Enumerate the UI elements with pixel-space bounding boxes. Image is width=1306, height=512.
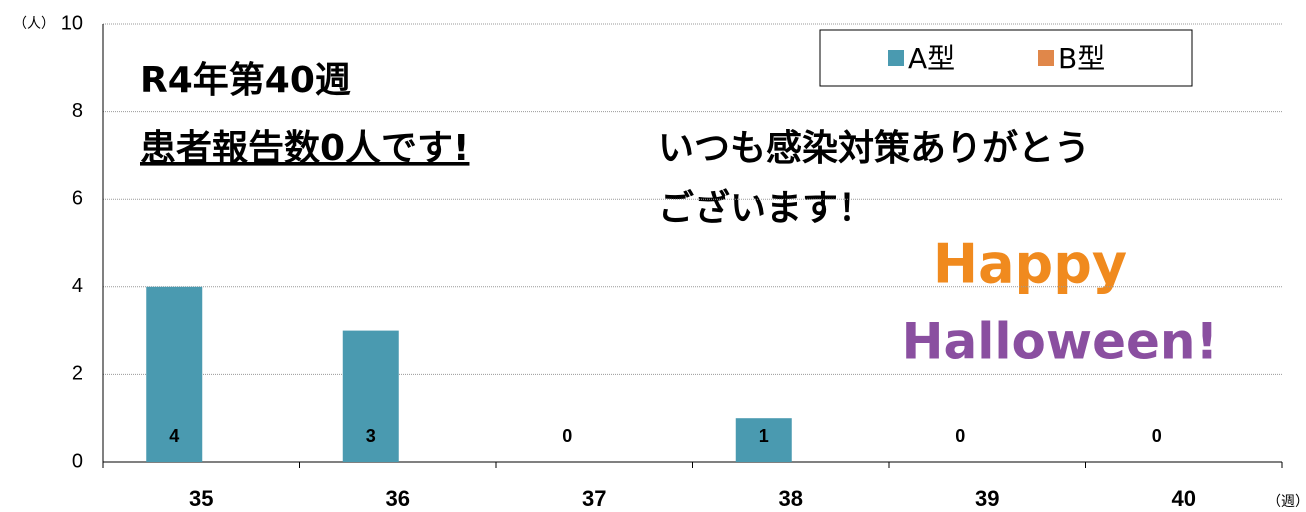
y-tick-label: 2	[72, 363, 83, 385]
y-tick-label: 0	[72, 450, 83, 472]
x-tick-label: 39	[975, 486, 999, 511]
annotation: 患者報告数0人です!	[140, 128, 469, 169]
halloween-art: Halloween!	[902, 313, 1219, 371]
x-tick-label: 40	[1172, 486, 1196, 511]
x-tick-label: 38	[779, 486, 803, 511]
y-axis-label: （人）	[13, 16, 55, 32]
annotation: R4年第40週	[140, 60, 351, 101]
data-label: 0	[1152, 426, 1162, 446]
annotation: ございます！	[658, 187, 874, 229]
legend-label: B型	[1058, 42, 1105, 75]
bar	[735, 418, 792, 462]
y-tick-label: 10	[61, 12, 83, 34]
x-axis-label: （週）	[1267, 494, 1306, 510]
y-tick-label: 4	[72, 275, 83, 297]
y-tick-label: 6	[72, 187, 83, 209]
halloween-art: Happy	[933, 233, 1127, 296]
data-label: 4	[169, 426, 179, 446]
legend-box	[819, 29, 1193, 87]
bar	[342, 330, 399, 462]
x-tick-label: 35	[189, 486, 213, 511]
data-label: 1	[759, 426, 769, 446]
x-tick-label: 36	[386, 486, 410, 511]
data-label: 0	[955, 426, 965, 446]
annotation: いつも感染対策ありがとう	[658, 128, 1090, 169]
x-tick-label: 37	[582, 486, 606, 511]
data-label: 0	[562, 426, 572, 446]
y-tick-label: 8	[72, 100, 83, 122]
legend-label: A型	[908, 42, 955, 75]
legend-swatch	[1038, 50, 1054, 66]
data-label: 3	[366, 426, 376, 446]
bar	[146, 286, 203, 462]
legend-swatch	[888, 50, 904, 66]
